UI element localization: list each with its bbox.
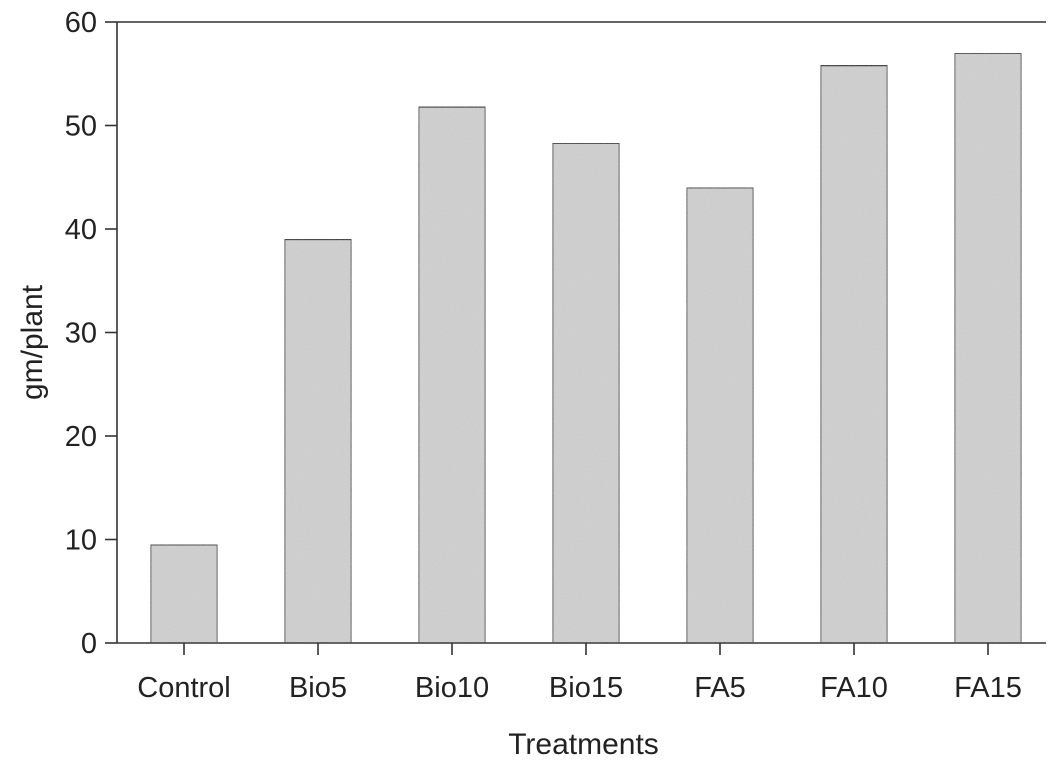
x-tick-label: Control (137, 672, 231, 704)
y-tick-label: 40 (65, 214, 97, 246)
bar-bio15 (551, 142, 621, 644)
bar-bio10 (417, 106, 487, 644)
y-tick-label: 0 (81, 628, 97, 660)
x-tick-label: FA10 (820, 672, 888, 704)
y-tick-label: 60 (65, 7, 97, 39)
bar-bio5 (283, 238, 353, 644)
bar-fa5 (685, 186, 755, 644)
x-tick-label: Bio5 (289, 672, 347, 704)
bar-fa15 (953, 52, 1023, 644)
y-axis-title: gm/plant (16, 284, 49, 400)
x-tick-label: FA5 (694, 672, 746, 704)
x-axis-title: Treatments (508, 728, 659, 761)
y-tick-label: 50 (65, 111, 97, 143)
x-tick-label: Bio15 (549, 672, 623, 704)
x-axis: Control Bio5 Bio10 Bio15 FA5 FA10 FA15 (137, 643, 1022, 704)
bar-fa10 (819, 64, 889, 644)
y-axis: 0 10 20 30 40 50 60 (65, 7, 117, 660)
x-tick-label: FA15 (954, 672, 1022, 704)
x-tick-label: Bio10 (415, 672, 489, 704)
y-tick-label: 20 (65, 421, 97, 453)
bar-control (149, 543, 219, 644)
y-tick-label: 10 (65, 525, 97, 557)
bar-series (149, 52, 1023, 644)
y-tick-label: 30 (65, 318, 97, 350)
